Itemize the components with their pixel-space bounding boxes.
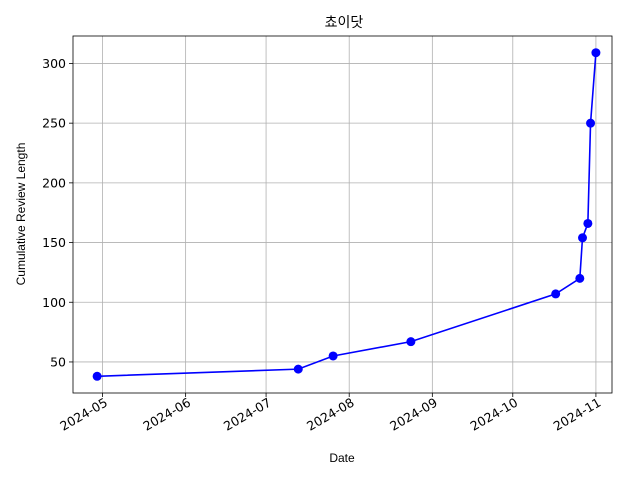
chart-title: 쵸이닷 bbox=[325, 15, 364, 31]
data-point bbox=[328, 351, 338, 361]
y-tick-label: 100 bbox=[42, 295, 66, 310]
data-point bbox=[583, 218, 593, 228]
data-point bbox=[591, 48, 601, 58]
y-tick-label: 150 bbox=[42, 235, 66, 250]
x-tick-label: 2024-07 bbox=[221, 395, 274, 434]
data-point bbox=[92, 371, 102, 381]
x-tick-label: 2024-10 bbox=[468, 395, 521, 434]
y-tick-label: 50 bbox=[50, 354, 66, 369]
data-point bbox=[293, 364, 303, 374]
data-point bbox=[586, 118, 596, 128]
data-point bbox=[575, 273, 585, 283]
series-line bbox=[97, 52, 597, 378]
series-line-group bbox=[92, 48, 601, 381]
axis-ticks: 2024-05 2024-06 2024-07 2024-08 2024-09 2024-… bbox=[42, 56, 603, 434]
x-tick-label: 2024-11 bbox=[551, 395, 604, 434]
x-tick-label: 2024-09 bbox=[387, 395, 440, 434]
x-axis-label: Date bbox=[329, 451, 355, 465]
y-axis-label: Cumulative Review Length bbox=[14, 143, 28, 286]
x-tick-label: 2024-08 bbox=[304, 395, 357, 434]
data-point bbox=[406, 337, 416, 347]
x-tick-label: 2024-05 bbox=[57, 395, 110, 434]
data-point bbox=[551, 289, 561, 299]
plot-area-frame bbox=[72, 35, 613, 394]
y-tick-label: 300 bbox=[42, 56, 66, 71]
x-tick-label: 2024-06 bbox=[140, 395, 193, 434]
y-tick-label: 250 bbox=[42, 116, 66, 131]
data-point bbox=[578, 233, 588, 243]
grid bbox=[73, 36, 612, 393]
y-tick-label: 200 bbox=[42, 175, 66, 190]
